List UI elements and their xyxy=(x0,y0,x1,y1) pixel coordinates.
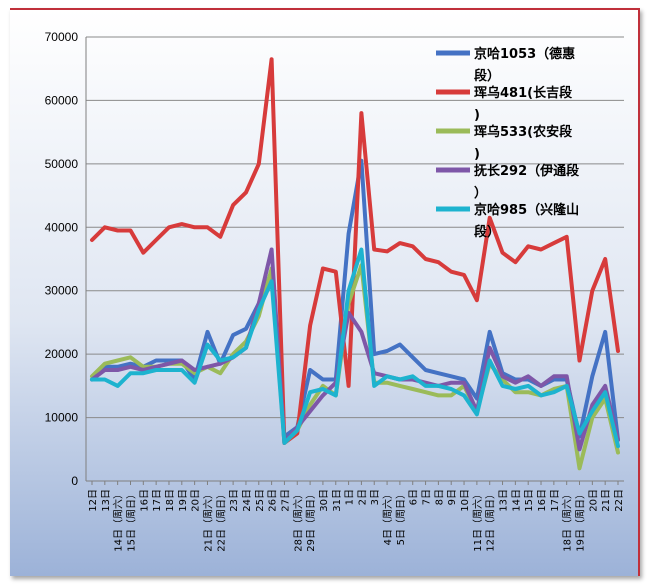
series-line-3 xyxy=(90,263,620,471)
x-tick-label: 3日 xyxy=(370,489,381,505)
x-tick-label: 29日（周日） xyxy=(305,489,317,552)
x-tick-label: 25日 xyxy=(255,489,266,512)
x-tick-label: 16日 xyxy=(537,489,548,512)
series-line-4 xyxy=(90,247,620,452)
x-tick-label: 24日 xyxy=(242,489,253,512)
x-tick-label: 12日（周日） xyxy=(485,489,497,552)
series-line-2 xyxy=(90,57,620,445)
x-tick-label: 5日（周日） xyxy=(395,489,407,545)
x-tick-label: 16日 xyxy=(139,489,150,512)
y-tick-label: 50000 xyxy=(45,157,79,171)
x-tick-label: 31日 xyxy=(332,489,343,512)
x-tick-label: 17日 xyxy=(152,489,163,512)
x-tick-label: 18日（周六） xyxy=(562,489,574,552)
x-tick-label: 6日 xyxy=(409,489,420,505)
x-tick-label: 23日 xyxy=(229,489,240,512)
x-tick-label: 21日 xyxy=(601,489,612,512)
y-tick-label: 40000 xyxy=(45,220,79,234)
y-tick-label: 60000 xyxy=(45,93,79,107)
x-tick-label: 15日 xyxy=(524,489,535,512)
legend-entry: 珲乌481(长吉段) xyxy=(474,85,572,123)
y-tick-label: 20000 xyxy=(45,347,79,361)
y-tick-label: 30000 xyxy=(45,284,79,298)
legend-entry: 京哈985（兴隆山段） xyxy=(474,202,579,240)
x-tick-label: 20日 xyxy=(191,489,202,512)
x-tick-label: 20日 xyxy=(588,489,599,512)
x-tick-label: 22日 xyxy=(614,489,625,512)
x-tick-label: 28日（周六） xyxy=(292,489,304,552)
x-tick-label: 17日 xyxy=(550,489,561,512)
x-tick-label: 22日（周日） xyxy=(215,489,227,552)
y-tick-label: 70000 xyxy=(45,30,79,44)
legend-entry: 抚长292（伊通段） xyxy=(474,163,579,201)
legend-entry: 珲乌533(农安段) xyxy=(474,124,572,162)
x-tick-label: 27日 xyxy=(280,489,291,512)
x-tick-label: 8日 xyxy=(434,489,445,505)
legend-entry: 京哈1053（德惠段） xyxy=(474,46,575,84)
x-tick-label: 19日（周日） xyxy=(575,489,587,552)
x-tick-label: 21日（周六） xyxy=(202,489,214,552)
x-tick-label: 12日 xyxy=(88,489,99,512)
y-tick-label: 0 xyxy=(71,474,78,488)
x-tick-label: 26日 xyxy=(268,489,279,512)
x-tick-label: 15日（周日） xyxy=(125,489,137,552)
x-tick-label: 2日 xyxy=(357,489,368,505)
x-tick-label: 19日 xyxy=(178,489,189,512)
y-tick-label: 10000 xyxy=(45,411,79,425)
x-tick-label: 1日 xyxy=(345,489,356,505)
x-tick-label: 13日 xyxy=(101,489,112,512)
x-tick-label: 11日（周六） xyxy=(472,489,484,552)
x-tick-label: 18日 xyxy=(165,489,176,512)
x-tick-label: 4日（周六） xyxy=(382,489,394,545)
x-tick-label: 13日 xyxy=(499,489,510,512)
x-tick-label: 14日（周六） xyxy=(113,489,125,552)
series-line-5 xyxy=(90,247,620,449)
x-tick-label: 14日 xyxy=(511,489,522,512)
x-tick-label: 9日 xyxy=(447,489,458,505)
x-tick-label: 30日 xyxy=(319,489,330,512)
x-tick-label: 10日 xyxy=(460,489,471,512)
x-tick-label: 7日 xyxy=(422,489,433,505)
